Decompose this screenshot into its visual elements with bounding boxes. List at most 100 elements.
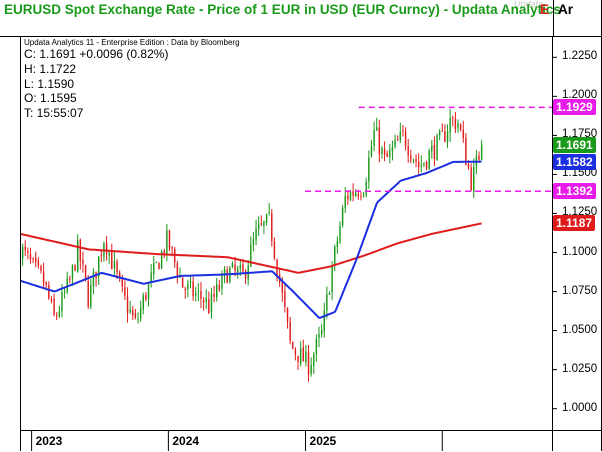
candle-body xyxy=(221,273,223,289)
candle-body xyxy=(45,282,47,286)
title-truncated-black: Ar xyxy=(558,2,574,17)
candle-body xyxy=(223,268,226,275)
candle-body xyxy=(462,130,464,138)
candle-body xyxy=(100,254,103,256)
candle-body xyxy=(74,265,76,271)
y-tick-label: 1.0250 xyxy=(562,362,598,375)
candle-body xyxy=(307,352,310,375)
price-tag-level0: 1.1929 xyxy=(553,99,596,116)
candle-body xyxy=(334,246,336,266)
watermark-text: Updata xyxy=(514,0,544,9)
candle-body xyxy=(297,355,299,363)
candle-body xyxy=(82,259,84,265)
candle-body xyxy=(187,283,189,290)
candle-body xyxy=(473,166,475,192)
candle-body xyxy=(423,162,425,165)
y-tick-label: 1.0500 xyxy=(562,323,598,336)
candle-body xyxy=(121,278,124,287)
candle-body xyxy=(21,246,24,259)
candle-body xyxy=(50,299,53,301)
time-readout: T: 15:55:07 xyxy=(24,106,84,121)
candle-body xyxy=(218,285,221,290)
candle-body xyxy=(265,214,268,224)
candle-body xyxy=(215,284,218,298)
candle-body xyxy=(234,264,236,271)
candle-body xyxy=(184,288,186,291)
x-tick-label: 2023 xyxy=(35,434,63,448)
candle-body xyxy=(396,139,399,141)
candle-body xyxy=(171,247,173,249)
candle-body xyxy=(35,257,37,262)
candle-body xyxy=(299,348,302,364)
candle-body xyxy=(132,310,134,315)
candle-body xyxy=(412,159,415,161)
candle-body xyxy=(90,285,92,307)
candle-body xyxy=(344,195,346,208)
candle-body xyxy=(315,339,318,354)
candle-body xyxy=(433,144,436,159)
candle-body xyxy=(320,330,323,335)
candle-body xyxy=(32,258,34,260)
candle-body xyxy=(336,241,339,247)
candle-body xyxy=(452,117,454,119)
y-tick-label: 1.0000 xyxy=(562,401,598,414)
candlestick-chart[interactable] xyxy=(19,37,552,429)
candle-body xyxy=(341,207,344,226)
candle-body xyxy=(326,293,328,311)
candle-body xyxy=(195,292,197,296)
candle-body xyxy=(349,191,352,201)
candle-body xyxy=(323,310,325,332)
candle-body xyxy=(255,228,257,241)
y-tick-label: 1.1000 xyxy=(562,245,598,258)
price-tag-close: 1.1691 xyxy=(553,136,596,153)
candle-body xyxy=(155,261,158,263)
candle-body xyxy=(147,282,150,300)
candle-body xyxy=(66,278,68,292)
candle-body xyxy=(328,293,331,295)
candle-body xyxy=(168,230,171,249)
candle-body xyxy=(284,291,286,307)
candle-body xyxy=(368,157,370,182)
candle-body xyxy=(347,195,349,199)
title-divider xyxy=(553,0,554,36)
candle-body xyxy=(302,347,304,362)
candle-body xyxy=(268,212,270,214)
close-readout: C: 1.1691 +0.0096 (0.82%) xyxy=(24,47,169,61)
candle-body xyxy=(213,293,215,297)
plot-area[interactable] xyxy=(19,37,552,429)
candle-body xyxy=(111,252,113,270)
candle-body xyxy=(362,194,365,196)
candle-body xyxy=(118,272,121,279)
candle-body xyxy=(478,155,480,161)
candle-body xyxy=(179,276,181,278)
candle-body xyxy=(189,281,192,283)
candle-body xyxy=(105,242,108,254)
low-readout: L: 1.1590 xyxy=(24,76,75,91)
candle-body xyxy=(436,135,438,161)
candle-body xyxy=(305,351,307,363)
candle-body xyxy=(378,127,381,154)
candle-body xyxy=(200,291,202,299)
candle-body xyxy=(360,195,362,197)
candle-body xyxy=(145,294,147,300)
candle-body xyxy=(457,123,459,128)
candle-body xyxy=(210,293,213,313)
y-tick-label: 1.0750 xyxy=(562,284,598,297)
candle-body xyxy=(365,181,367,196)
candle-body xyxy=(126,296,129,314)
candle-body xyxy=(139,307,142,319)
candle-body xyxy=(331,266,333,293)
candle-body xyxy=(446,131,449,142)
candle-body xyxy=(281,282,284,293)
candle-body xyxy=(92,271,95,287)
candle-body xyxy=(27,250,29,253)
candle-body xyxy=(428,150,430,169)
candle-body xyxy=(318,333,320,339)
candle-body xyxy=(273,241,276,259)
candle-body xyxy=(53,298,55,315)
candle-body xyxy=(438,131,441,136)
candle-body xyxy=(467,164,470,168)
candle-body xyxy=(150,272,152,282)
candle-body xyxy=(352,191,354,196)
candle-body xyxy=(137,318,139,320)
